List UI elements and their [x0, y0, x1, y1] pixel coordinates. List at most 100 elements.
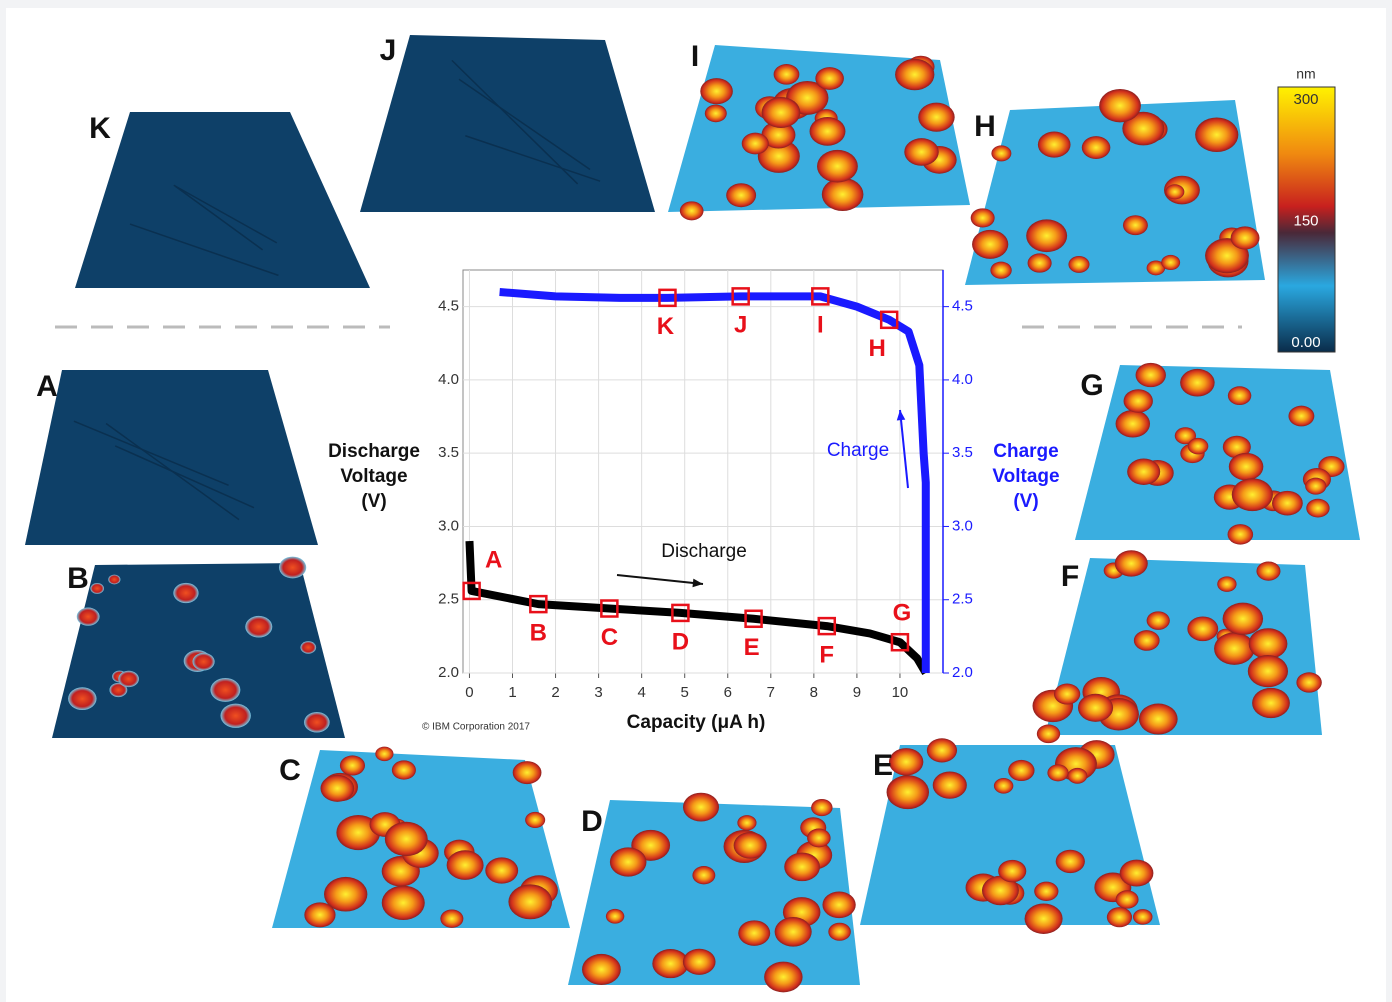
- surface-particle: [1056, 850, 1085, 873]
- surface-particle: [77, 608, 100, 626]
- surface-particle: [1008, 760, 1034, 781]
- surface-particle: [1124, 389, 1153, 412]
- surface-particle: [1026, 219, 1067, 252]
- state-label: F: [819, 641, 834, 668]
- surface-particle: [1107, 907, 1132, 927]
- surface-particle: [998, 860, 1026, 882]
- surface-particle: [1038, 131, 1071, 157]
- colorbar-tick-label: 0.00: [1291, 334, 1320, 351]
- surface-particle: [1228, 524, 1254, 544]
- x-tick-label: 7: [767, 684, 775, 701]
- x-tick-label: 1: [508, 684, 516, 701]
- y2-tick-label: 2.5: [952, 591, 973, 608]
- surface-particle: [1068, 768, 1088, 784]
- surface-particle: [1134, 630, 1160, 651]
- surface-particle: [1068, 256, 1089, 273]
- panel-label: G: [1080, 369, 1103, 402]
- figure: KJIHABCDEFG 0123456789102.02.53.03.54.04…: [0, 0, 1392, 1002]
- x-tick-label: 0: [465, 684, 473, 701]
- surface-particle: [1229, 453, 1264, 481]
- surface-particle: [606, 909, 624, 924]
- afm-surface: [360, 35, 655, 212]
- annotation: Discharge: [661, 541, 747, 562]
- surface-particle: [108, 575, 120, 585]
- state-label: D: [672, 628, 689, 655]
- surface-particle: [304, 902, 335, 927]
- y-tick-label: 2.5: [438, 591, 459, 608]
- surface-particle: [485, 857, 518, 883]
- y-axis-title: (V): [361, 491, 386, 512]
- surface-particle: [1231, 226, 1260, 249]
- y-tick-label: 4.5: [438, 298, 459, 315]
- panel-label: H: [974, 110, 996, 143]
- panel-label: F: [1061, 560, 1079, 593]
- surface-particle: [68, 687, 96, 710]
- surface-particle: [764, 962, 802, 993]
- surface-particle: [762, 97, 801, 128]
- surface-particle: [994, 778, 1013, 794]
- surface-particle: [742, 133, 769, 155]
- surface-particle: [918, 103, 954, 132]
- surface-particle: [775, 917, 812, 947]
- surface-particle: [1306, 499, 1329, 518]
- credit: © IBM Corporation 2017: [422, 722, 530, 733]
- surface-particle: [173, 583, 198, 603]
- state-label: G: [893, 600, 912, 627]
- surface-particle: [933, 771, 967, 798]
- panel-label: I: [691, 40, 699, 73]
- surface-particle: [582, 954, 621, 985]
- surface-particle: [705, 105, 727, 123]
- panel-label: D: [581, 805, 603, 838]
- state-label: K: [657, 313, 675, 340]
- state-label: H: [869, 335, 886, 362]
- colorbar-tick-label: 300: [1293, 91, 1318, 108]
- surface-particle: [895, 59, 934, 90]
- surface-particle: [385, 822, 428, 856]
- surface-particle: [738, 920, 770, 946]
- surface-particle: [1139, 704, 1178, 735]
- surface-particle: [1272, 491, 1303, 516]
- surface-particle: [927, 738, 957, 762]
- surface-particle: [1217, 576, 1236, 591]
- surface-particle: [1305, 478, 1326, 495]
- surface-particle: [1228, 386, 1251, 405]
- surface-particle: [889, 748, 923, 775]
- surface-particle: [683, 793, 719, 822]
- surface-particle: [245, 616, 272, 638]
- colorbar-unit: nm: [1296, 66, 1315, 82]
- y2-tick-label: 4.0: [952, 371, 973, 388]
- surface-particle: [90, 583, 104, 594]
- surface-particle: [734, 832, 767, 858]
- surface-particle: [508, 884, 552, 919]
- surface-particle: [392, 760, 416, 779]
- surface-particle: [1223, 603, 1263, 635]
- state-label: E: [744, 634, 760, 661]
- y-tick-label: 3.5: [438, 444, 459, 461]
- panel-label: C: [279, 754, 301, 787]
- surface-particle: [340, 755, 365, 775]
- panel-label: B: [67, 562, 89, 595]
- state-label: I: [817, 312, 824, 339]
- surface-particle: [193, 653, 215, 671]
- state-label: B: [530, 619, 547, 646]
- panel-label: A: [36, 370, 58, 403]
- surface-particle: [774, 64, 800, 85]
- x-tick-label: 5: [681, 684, 689, 701]
- surface-particle: [1187, 616, 1218, 641]
- surface-particle: [680, 201, 704, 220]
- x-tick-label: 9: [853, 684, 861, 701]
- surface-particle: [1078, 694, 1113, 722]
- y2-axis-title: Voltage: [992, 466, 1059, 487]
- surface-particle: [1136, 363, 1166, 387]
- surface-particle: [822, 178, 864, 211]
- surface-particle: [1133, 909, 1152, 925]
- state-label: J: [734, 312, 747, 339]
- surface-particle: [972, 230, 1008, 259]
- y2-axis-title: (V): [1013, 491, 1038, 512]
- y2-tick-label: 3.5: [952, 444, 973, 461]
- y-axis-title: Voltage: [340, 466, 407, 487]
- surface-particle: [1115, 550, 1148, 576]
- surface-particle: [525, 812, 545, 828]
- x-tick-label: 8: [810, 684, 818, 701]
- y-tick-label: 3.0: [438, 517, 459, 534]
